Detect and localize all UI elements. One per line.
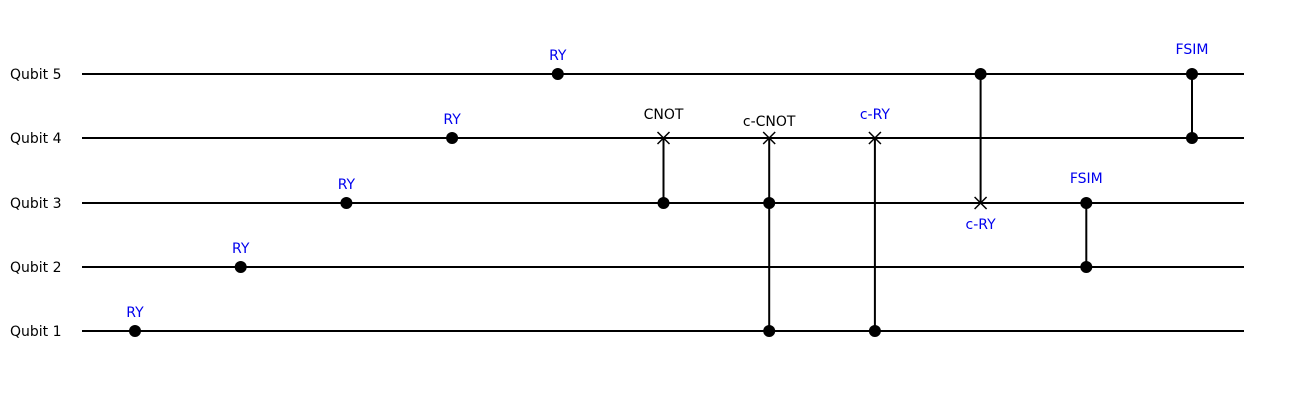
gate-label: RY (126, 305, 144, 321)
gate-label: FSIM (1070, 171, 1103, 187)
gate-label: c-CNOT (743, 114, 796, 130)
two-qubit-dot (1186, 132, 1198, 144)
target-cross-icon (868, 131, 882, 145)
qubit-4-label: Qubit 4 (10, 131, 62, 147)
control-dot (868, 325, 881, 337)
gate-label: RY (443, 112, 461, 128)
gate-label: FSIM (1176, 42, 1209, 58)
single-gate-dot (446, 132, 459, 144)
gate-label: RY (232, 241, 250, 257)
gate-step-9: c-RY (966, 68, 997, 233)
single-gate-dot (340, 197, 353, 209)
control-dot (763, 325, 776, 337)
gate-step-1: RY (126, 305, 144, 337)
qubit-2-label: Qubit 2 (10, 260, 62, 276)
target-cross-icon (762, 131, 776, 145)
gate-step-5: RY (549, 48, 567, 80)
gate-step-7: c-CNOT (743, 114, 796, 337)
two-qubit-dot (1186, 68, 1198, 80)
qubit-5-label: Qubit 5 (10, 67, 62, 83)
gate-label: c-RY (966, 217, 997, 233)
single-gate-dot (129, 325, 141, 337)
control-dot (763, 197, 776, 209)
gate-label: RY (549, 48, 567, 64)
single-gate-dot (234, 261, 247, 273)
gate-step-10: FSIM (1070, 171, 1103, 273)
gate-step-6: CNOT (644, 107, 684, 209)
control-dot (974, 68, 987, 80)
control-dot (657, 197, 670, 209)
gate-label: CNOT (644, 107, 684, 123)
gate-step-11: FSIM (1176, 42, 1209, 144)
gate-step-2: RY (232, 241, 250, 273)
target-cross-icon (656, 131, 671, 145)
two-qubit-dot (1080, 261, 1093, 273)
gate-step-8: c-RY (860, 107, 891, 337)
single-gate-dot (551, 68, 564, 80)
qubit-labels: Qubit 5 Qubit 4 Qubit 3 Qubit 2 Qubit 1 (10, 67, 62, 340)
qubit-1-label: Qubit 1 (10, 324, 62, 340)
gate-step-4: RY (443, 112, 461, 144)
target-cross-icon (974, 196, 988, 210)
gate-label: RY (338, 177, 356, 193)
gate-label: c-RY (860, 107, 891, 123)
two-qubit-dot (1080, 197, 1093, 209)
qubit-3-label: Qubit 3 (10, 196, 62, 212)
circuit-gates: RY RY RY RY RY CNOT c-CNOT c-RY c-RY FSIM FSIM (126, 42, 1208, 337)
gate-step-3: RY (338, 177, 356, 209)
